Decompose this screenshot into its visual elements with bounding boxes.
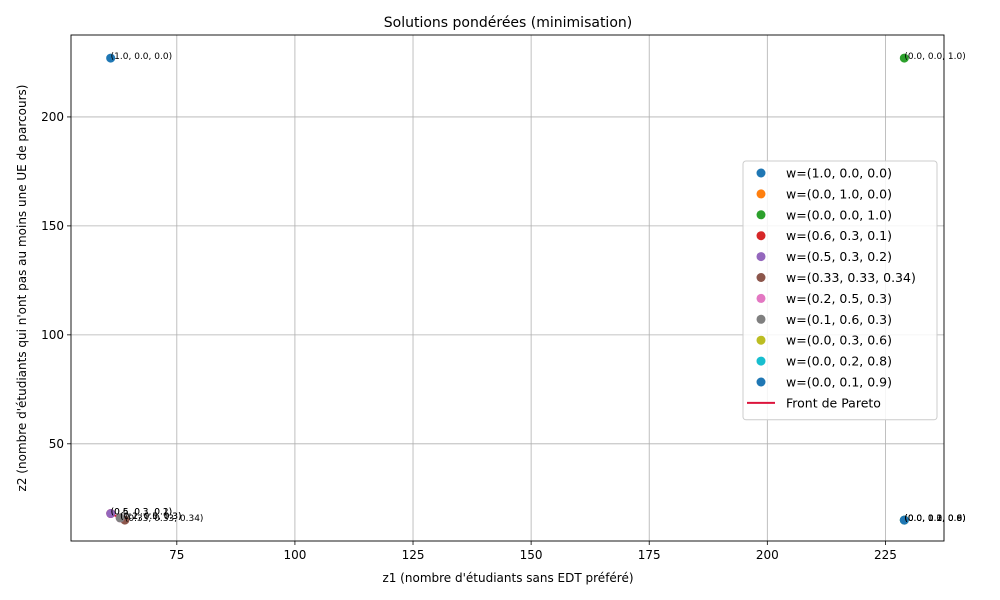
legend-entry-label: w=(0.0, 0.1, 0.9)	[786, 375, 892, 390]
legend-entry-label: w=(0.0, 0.2, 0.8)	[786, 354, 892, 369]
legend-entry-label: w=(0.2, 0.5, 0.3)	[786, 291, 892, 306]
legend-marker	[756, 377, 766, 387]
legend-marker	[756, 189, 766, 199]
y-tick-label: 200	[41, 110, 64, 124]
point-label: (0.1, 0.6, 0.3)	[120, 512, 181, 522]
point-label: (0.0, 0.2, 0.8)	[904, 514, 965, 524]
x-tick-label: 125	[402, 548, 425, 562]
legend-entry-label: w=(0.0, 0.3, 0.6)	[786, 333, 892, 348]
data-point	[115, 513, 125, 523]
data-point	[106, 53, 116, 63]
chart-title: Solutions pondérées (minimisation)	[384, 15, 632, 31]
legend-marker	[756, 293, 766, 303]
point-label: (0.2, 0.5, 0.3)	[120, 512, 181, 522]
legend-entry-label: w=(0.33, 0.33, 0.34)	[786, 270, 916, 285]
legend-marker	[756, 335, 766, 345]
y-tick-label: 100	[41, 328, 64, 342]
legend-marker	[756, 356, 766, 366]
legend-entry-label: w=(0.0, 1.0, 0.0)	[786, 186, 892, 201]
point-label: (0.5, 0.3, 0.2)	[111, 508, 172, 518]
point-labels-group: (1.0, 0.0, 0.0) (0.0, 1.0, 0.0) (0.0, 0.0,…	[111, 52, 966, 524]
plot-frame	[70, 34, 945, 542]
data-point	[899, 53, 909, 63]
x-axis-label: z1 (nombre d'étudiants sans EDT préféré)	[382, 571, 633, 585]
x-tick-label: 200	[756, 548, 779, 562]
x-tick-label: 75	[169, 548, 184, 562]
data-point	[106, 509, 116, 519]
legend-entry-label: w=(0.6, 0.3, 0.1)	[786, 228, 892, 243]
legend-marker	[756, 231, 766, 241]
point-label: (0.6, 0.3, 0.1)	[111, 508, 172, 518]
legend-frame	[742, 160, 938, 421]
x-tick-label: 175	[638, 548, 661, 562]
x-tick-label: 225	[874, 548, 897, 562]
point-label: (0.0, 0.3, 0.6)	[904, 514, 965, 524]
point-label: (0.33, 0.33, 0.34)	[125, 514, 204, 524]
legend-marker	[756, 273, 766, 282]
legend-marker	[756, 252, 766, 262]
y-axis-ticks: 50 100 150 200	[41, 110, 71, 451]
point-label: (0.0, 0.0, 1.0)	[904, 52, 965, 62]
legend-marker	[756, 210, 766, 220]
y-tick-label: 50	[49, 437, 64, 451]
legend-entry-label: w=(0.0, 0.0, 1.0)	[786, 207, 892, 222]
legend-marker	[756, 314, 766, 324]
x-tick-label: 100	[283, 548, 306, 562]
x-tick-label: 150	[520, 548, 543, 562]
legend-marker	[756, 168, 766, 178]
legend-entry-label: w=(0.5, 0.3, 0.2)	[786, 249, 892, 264]
point-label: (0.0, 0.1, 0.9)	[904, 514, 965, 524]
point-label: (1.0, 0.0, 0.0)	[111, 52, 172, 62]
legend: w=(1.0, 0.0, 0.0) w=(0.0, 1.0, 0.0) w=(0.0…	[742, 160, 938, 421]
y-axis-label: z2 (nombre d'étudiants qui n'ont pas au …	[15, 85, 29, 492]
legend-entry-label: w=(1.0, 0.0, 0.0)	[786, 166, 892, 181]
point-label: (0.0, 1.0, 0.0)	[904, 514, 965, 524]
y-tick-label: 150	[41, 219, 64, 233]
x-axis-ticks: 75 100 125 150 175 200 225	[169, 541, 897, 562]
data-points-group	[106, 53, 909, 525]
legend-entry-label: w=(0.1, 0.6, 0.3)	[786, 312, 892, 327]
legend-entry-label: Front de Pareto	[786, 395, 881, 410]
data-point	[899, 515, 909, 525]
